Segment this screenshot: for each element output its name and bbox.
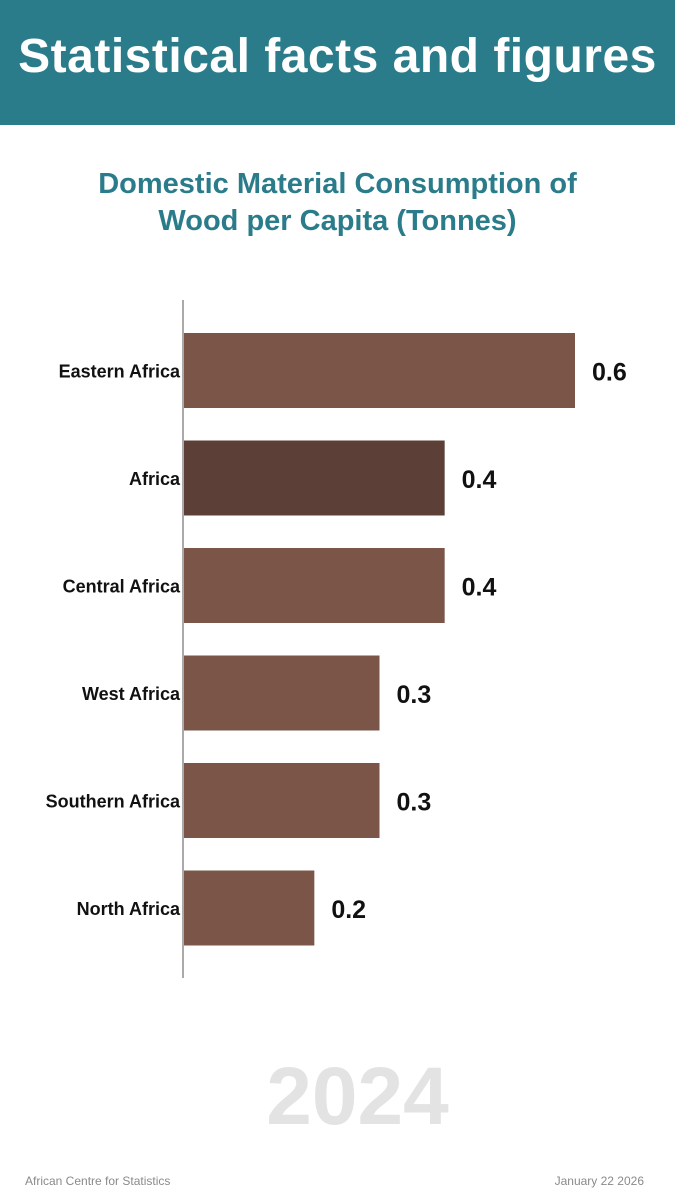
bar-central-africa <box>184 548 445 623</box>
data-label: 0.6 <box>592 359 627 387</box>
bar-north-africa <box>184 870 315 946</box>
bar-west-africa <box>184 655 380 731</box>
page-title: Statistical facts and figures <box>18 30 657 83</box>
category-label: Central Africa <box>63 577 181 597</box>
chart-title-line-2: Wood per Capita (Tonnes) <box>158 205 517 237</box>
category-label: Africa <box>129 469 181 489</box>
header-banner: Statistical facts and figures <box>0 0 675 125</box>
bar-eastern-africa <box>184 333 575 408</box>
year-label: 2024 <box>266 1051 449 1142</box>
category-label: North Africa <box>77 899 181 919</box>
data-label: 0.2 <box>331 896 366 924</box>
bar-southern-africa <box>184 763 380 838</box>
category-label: Eastern Africa <box>59 362 181 382</box>
category-label: West Africa <box>82 684 181 704</box>
footer-date: January 22 2026 <box>554 1174 644 1188</box>
chart-title-line-1: Domestic Material Consumption of <box>98 168 577 200</box>
data-label: 0.4 <box>462 574 497 602</box>
data-label: 0.4 <box>462 466 497 494</box>
data-label: 0.3 <box>397 789 432 817</box>
data-label: 0.3 <box>397 681 432 709</box>
category-label: Southern Africa <box>46 792 181 812</box>
chart-title: Domestic Material Consumption of Wood pe… <box>0 166 675 240</box>
bar-africa <box>184 440 445 516</box>
footer-source: African Centre for Statistics <box>25 1174 171 1188</box>
